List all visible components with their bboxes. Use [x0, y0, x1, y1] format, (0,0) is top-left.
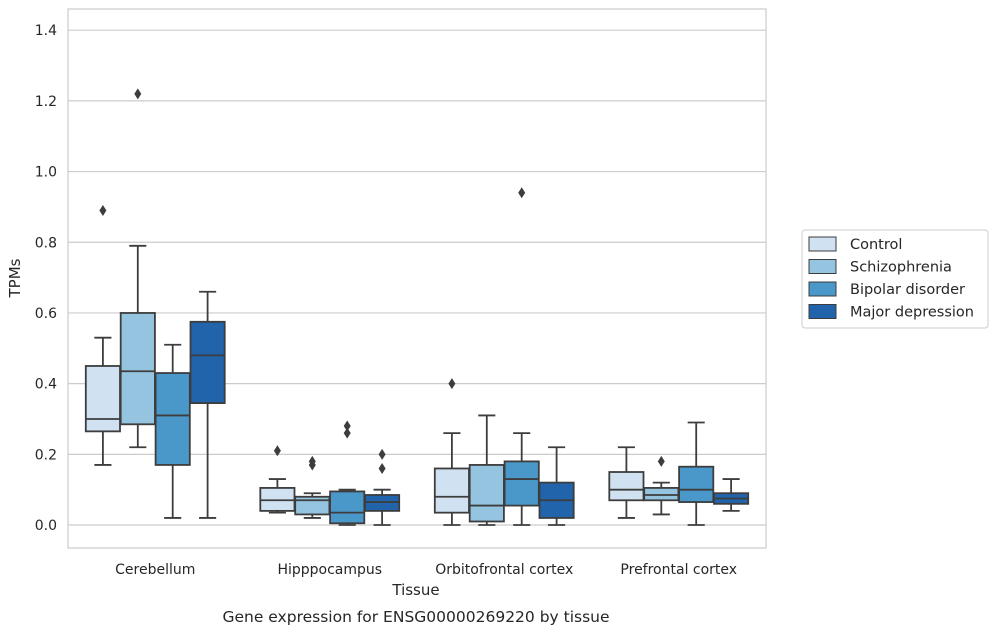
box-group: [329, 420, 366, 526]
outlier-point: [343, 420, 351, 432]
outlier-point: [343, 427, 351, 439]
y-tick-labels: 0.0 0.2 0.4 0.6 0.8 1.0 1.2 1.4: [35, 23, 57, 534]
y-tick-label: 1.4: [35, 23, 57, 39]
box-group: [84, 204, 121, 466]
legend-swatch: [808, 236, 837, 252]
x-tick-label: Cerebellum: [115, 562, 195, 578]
box: [433, 467, 470, 514]
box: [503, 460, 540, 507]
outlier-point: [99, 204, 107, 216]
legend-label: Schizophrenia: [850, 260, 952, 276]
legend-frame: [801, 229, 989, 329]
box-group: [678, 421, 715, 526]
box: [329, 490, 366, 525]
outlier-point: [518, 187, 526, 199]
x-axis-label: Tissue: [391, 581, 439, 599]
outlier-point: [448, 378, 456, 390]
legend-label: Control: [850, 237, 902, 253]
y-tick-label: 0.0: [35, 518, 57, 534]
box: [468, 464, 505, 523]
box-group: [119, 88, 156, 449]
box-group: [259, 445, 296, 514]
outlier-point: [134, 88, 142, 100]
box-plots: [84, 88, 750, 526]
box-group: [294, 455, 331, 519]
x-tick-labels: Cerebellum Hipppocampus Orbitofrontal cort…: [115, 562, 737, 578]
y-tick-label: 0.8: [35, 235, 57, 251]
y-tick-label: 1.0: [35, 165, 57, 181]
outlier-point: [273, 445, 281, 457]
box-group: [643, 455, 680, 516]
figure-caption: Gene expression for ENSG00000269220 by t…: [222, 608, 609, 626]
outlier-point: [378, 462, 386, 474]
plot-frame: [67, 8, 767, 549]
legend-label: Major depression: [850, 305, 974, 321]
box-group: [538, 446, 575, 526]
box-group: [468, 414, 505, 526]
box: [84, 365, 121, 433]
legend-swatch: [808, 259, 837, 274]
box: [154, 372, 191, 466]
outlier-point: [657, 455, 665, 467]
y-tick-label: 0.2: [35, 447, 57, 463]
legend: Control Schizophrenia Bipolar disorder Majo…: [801, 229, 989, 329]
box-group: [154, 343, 191, 519]
y-tick-label: 0.4: [35, 377, 57, 393]
outlier-point: [308, 455, 316, 467]
y-tick-label: 1.2: [35, 94, 57, 110]
box-group: [713, 478, 750, 512]
box-group: [608, 446, 645, 519]
x-tick-label: Prefrontal cortex: [620, 562, 737, 578]
box-group: [433, 378, 470, 526]
y-axis-label: TPMs: [6, 258, 24, 298]
legend-swatch: [808, 304, 837, 319]
box: [608, 471, 645, 502]
y-tick-label: 0.6: [35, 306, 57, 322]
legend-label: Bipolar disorder: [850, 282, 965, 298]
outlier-point: [378, 448, 386, 460]
box: [678, 465, 715, 503]
box-group: [364, 448, 401, 526]
box-group: [503, 187, 540, 526]
x-tick-label: Hipppocampus: [277, 562, 382, 578]
box: [119, 312, 156, 426]
box: [189, 320, 226, 404]
legend-swatch: [808, 281, 837, 297]
box-group: [189, 290, 226, 519]
x-tick-label: Orbitofrontal cortex: [435, 562, 573, 578]
